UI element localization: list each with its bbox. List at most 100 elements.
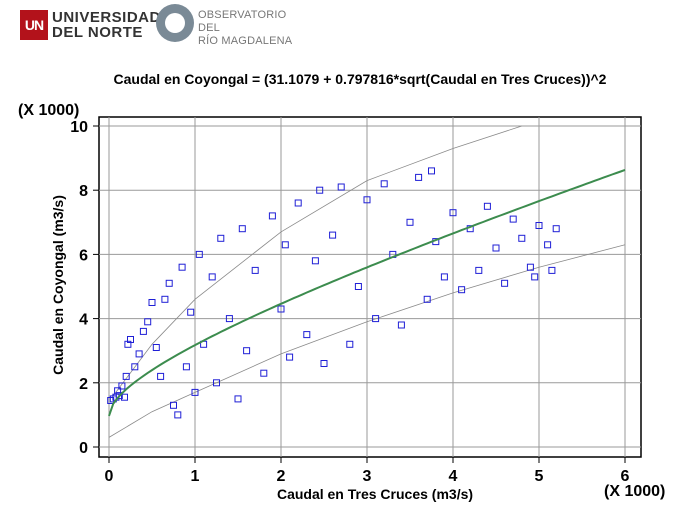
- data-point-29: [217, 234, 225, 242]
- data-point-64: [483, 202, 491, 210]
- data-point-21: [178, 263, 186, 271]
- observatorio-name-line2: RÍO MAGDALENA: [198, 35, 293, 47]
- data-point-66: [501, 279, 509, 287]
- data-point-12: [139, 327, 147, 335]
- data-point-4: [114, 387, 122, 395]
- university-name: UNIVERSIDAD DEL NORTE: [52, 10, 161, 40]
- data-point-35: [260, 369, 268, 377]
- data-point-27: [208, 273, 216, 281]
- university-name-line2: DEL NORTE: [52, 24, 143, 41]
- data-point-56: [423, 295, 431, 303]
- data-point-38: [281, 241, 289, 249]
- data-point-59: [440, 273, 448, 281]
- data-point-37: [277, 305, 285, 313]
- y-multiplier: (X 1000): [18, 102, 79, 119]
- prediction-band-upper: [112, 125, 522, 396]
- data-point-69: [526, 263, 534, 271]
- tick-label-y-5: 10: [70, 119, 88, 136]
- tick-label-x-1: 1: [191, 468, 200, 485]
- data-point-74: [531, 273, 539, 281]
- data-point-72: [552, 225, 560, 233]
- data-point-18: [165, 279, 173, 287]
- data-point-19: [170, 401, 177, 409]
- data-point-73: [548, 266, 556, 274]
- prediction-band-lower: [108, 244, 626, 438]
- data-point-6: [121, 393, 128, 401]
- data-point-7: [122, 372, 130, 380]
- tick-label-x-2: 2: [277, 468, 286, 485]
- tick-label-y-0: 0: [79, 440, 88, 457]
- universidad-del-norte-logo: UN UNIVERSIDAD DEL NORTE: [20, 8, 160, 44]
- data-point-23: [187, 308, 195, 316]
- data-point-68: [518, 234, 526, 242]
- data-point-15: [152, 344, 160, 351]
- data-point-33: [243, 347, 251, 355]
- data-point-28: [213, 379, 220, 387]
- observatorio-name: OBSERVATORIO DEL RÍO MAGDALENA: [198, 9, 296, 48]
- data-point-60: [449, 209, 457, 217]
- y-axis-label: Caudal en Coyongal (m3/s): [50, 195, 66, 375]
- data-point-49: [363, 196, 371, 204]
- data-point-50: [372, 315, 380, 323]
- data-point-9: [127, 336, 134, 343]
- plot-frame: [98, 116, 642, 458]
- data-point-5: [118, 382, 126, 390]
- data-point-39: [286, 353, 294, 361]
- prediction-bands: [108, 125, 626, 438]
- data-point-51: [380, 180, 388, 188]
- data-point-40: [294, 199, 302, 207]
- data-point-30: [225, 315, 233, 323]
- data-point-24: [191, 388, 199, 396]
- data-point-43: [316, 186, 324, 194]
- data-point-14: [148, 299, 156, 306]
- grid-lines: [99, 117, 641, 457]
- observatorio-emblem-icon: [156, 4, 194, 42]
- observatorio-logo: OBSERVATORIO DEL RÍO MAGDALENA: [156, 4, 296, 47]
- data-point-42: [311, 257, 319, 265]
- fitted-curve: [108, 168, 626, 417]
- data-point-32: [238, 225, 246, 233]
- data-point-13: [144, 318, 152, 326]
- tick-label-x-6: 6: [621, 468, 630, 485]
- data-points: [107, 167, 560, 419]
- tick-label-y-1: 2: [79, 376, 88, 393]
- tick-label-y-2: 4: [79, 312, 88, 329]
- tick-label-x-5: 5: [535, 468, 544, 485]
- data-point-47: [346, 340, 354, 348]
- data-point-36: [268, 212, 276, 220]
- data-point-48: [354, 283, 362, 290]
- data-point-55: [415, 173, 423, 181]
- data-point-70: [535, 222, 543, 229]
- data-point-11: [135, 350, 143, 358]
- data-point-63: [475, 266, 483, 274]
- x-axis-label: Caudal en Tres Cruces (m3/s): [277, 486, 473, 502]
- data-point-61: [458, 286, 466, 294]
- tick-label-y-4: 8: [79, 183, 88, 200]
- data-point-17: [161, 295, 169, 303]
- tick-label-x-3: 3: [363, 468, 372, 485]
- data-point-44: [320, 360, 328, 367]
- university-name-line1: UNIVERSIDAD: [52, 9, 161, 26]
- data-point-20: [174, 411, 182, 419]
- un-badge-icon: UN: [20, 10, 48, 40]
- data-point-41: [303, 331, 311, 339]
- data-point-71: [544, 241, 552, 249]
- data-point-53: [397, 321, 405, 329]
- tick-label-y-3: 6: [79, 247, 88, 264]
- data-point-22: [182, 363, 190, 371]
- data-point-45: [329, 231, 337, 239]
- data-point-57: [428, 167, 435, 175]
- data-point-67: [509, 215, 517, 223]
- data-point-31: [234, 395, 242, 403]
- data-point-34: [251, 266, 259, 274]
- axis-ticks: 0 1 2 3 4 5 6 0 2 4 6 8 10: [70, 119, 629, 485]
- data-point-10: [131, 363, 139, 371]
- data-point-46: [337, 183, 345, 191]
- data-point-16: [157, 372, 165, 380]
- tick-label-x-4: 4: [449, 468, 458, 485]
- x-multiplier: (X 1000): [604, 483, 665, 500]
- tick-label-x-0: 0: [105, 468, 114, 485]
- data-point-54: [406, 218, 414, 226]
- data-point-3: [115, 392, 123, 400]
